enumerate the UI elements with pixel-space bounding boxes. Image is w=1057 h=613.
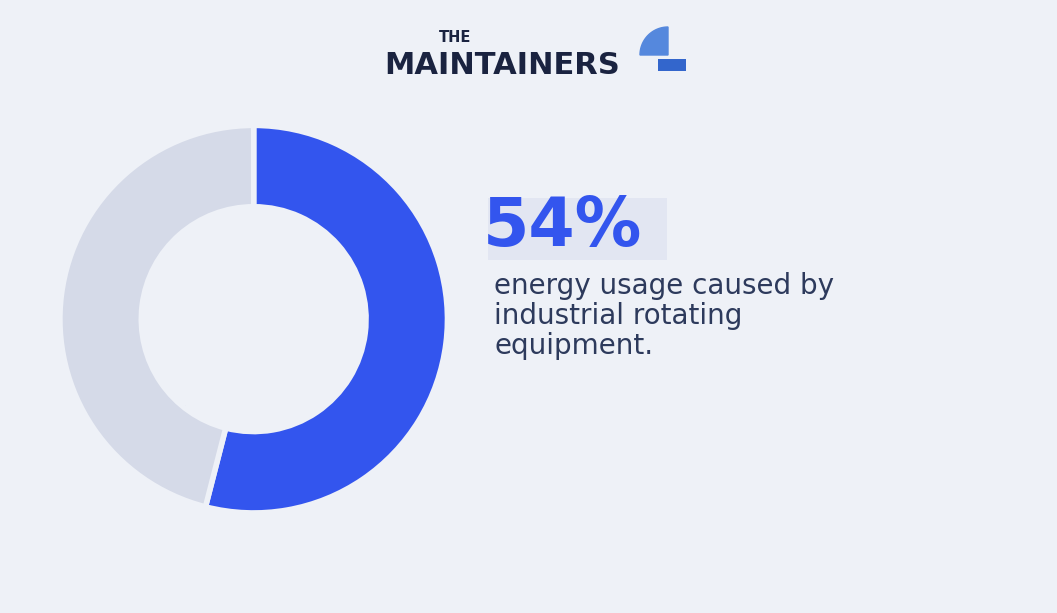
Wedge shape — [60, 126, 254, 507]
Text: MAINTAINERS: MAINTAINERS — [384, 50, 619, 80]
FancyBboxPatch shape — [488, 198, 667, 260]
Text: THE: THE — [439, 31, 471, 45]
FancyBboxPatch shape — [659, 59, 686, 71]
Text: 54%: 54% — [482, 194, 642, 260]
Text: energy usage caused by: energy usage caused by — [494, 272, 834, 300]
Text: industrial rotating: industrial rotating — [494, 302, 742, 330]
Text: 46%: 46% — [101, 406, 194, 444]
Wedge shape — [205, 126, 447, 513]
Circle shape — [145, 211, 363, 428]
Text: equipment.: equipment. — [494, 332, 653, 360]
Polygon shape — [639, 27, 668, 55]
